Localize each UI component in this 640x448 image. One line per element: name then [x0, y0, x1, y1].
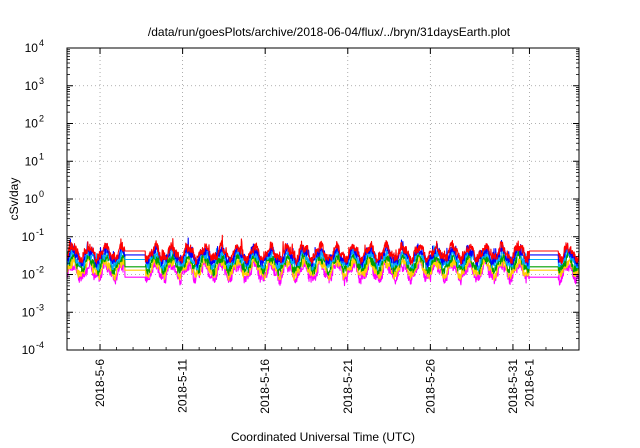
x-tick-label: 2018-5-16: [258, 359, 272, 414]
y-tick-label: 100: [25, 189, 44, 206]
y-tick-label: 102: [25, 114, 44, 131]
x-axis-label: Coordinated Universal Time (UTC): [231, 430, 415, 444]
y-tick-label: 10-3: [22, 302, 44, 319]
x-tick-label: 2018-5-26: [423, 359, 437, 414]
series-lines: [66, 234, 580, 287]
series-line: [66, 234, 580, 266]
x-axis: 2018-5-6 2018-5-11 2018-5-16 2018-5-21 2018-…: [66, 48, 580, 414]
y-tick-label: 103: [25, 76, 44, 93]
series-line: [66, 249, 580, 282]
chart-title: /data/run/goesPlots/archive/2018-06-04/f…: [148, 25, 511, 39]
x-tick-label: 2018-5-21: [341, 359, 355, 414]
x-tick-label: 2018-5-11: [176, 359, 190, 413]
grid-lines: [67, 48, 579, 350]
y-tick-label: 104: [25, 38, 44, 55]
y-tick-label: 101: [25, 151, 44, 168]
x-tick-label: 2018-5-31: [506, 359, 520, 414]
y-axis-label: cSv/day: [7, 178, 21, 221]
x-tick-label: 2018-6-1: [522, 359, 536, 407]
y-tick-label: 10-1: [22, 227, 44, 244]
y-tick-label: 10-2: [22, 265, 44, 282]
y-tick-label: 10-4: [22, 340, 44, 357]
x-tick-label: 2018-5-6: [93, 359, 107, 407]
